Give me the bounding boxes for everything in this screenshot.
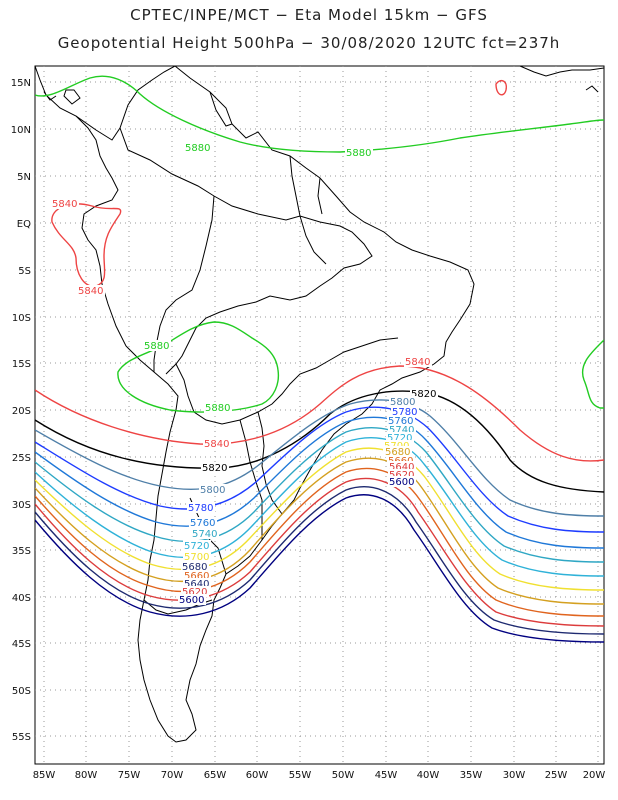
- lat-label: 5N: [17, 172, 31, 183]
- label-5840-ecuador-1: 5840: [52, 199, 77, 210]
- lon-label: 85W: [33, 770, 56, 781]
- lat-label: 10N: [11, 125, 31, 136]
- contour-5660: [35, 467, 604, 617]
- lon-label: 60W: [246, 770, 269, 781]
- label-5820-1: 5820: [202, 463, 227, 474]
- lon-label: 65W: [204, 770, 227, 781]
- map-frame: [34, 65, 605, 765]
- lon-label: 35W: [460, 770, 483, 781]
- lat-label: 10S: [12, 313, 31, 324]
- label-5880-north-2: 5880: [346, 148, 371, 159]
- lon-label: 40W: [417, 770, 440, 781]
- contour-5620: [35, 486, 604, 635]
- label-5840-ecuador-2: 5840: [78, 286, 103, 297]
- contour-5840: [35, 365, 604, 462]
- label-5800-upper: 5800: [200, 485, 225, 496]
- lat-label: 45S: [12, 639, 31, 650]
- label-5640: 5640: [184, 579, 209, 590]
- lon-label: 70W: [161, 770, 184, 781]
- label-5660: 5660: [184, 571, 209, 582]
- contour-5760: [35, 416, 604, 549]
- label-5640-2: 5640: [389, 462, 414, 473]
- label-5620-2: 5620: [389, 470, 414, 481]
- contour-5840-closed: [51, 79, 508, 287]
- label-5680: 5680: [182, 562, 207, 573]
- contour-5880: [35, 75, 604, 413]
- lat-label: 30S: [12, 500, 31, 511]
- label-5760-2: 5760: [388, 416, 413, 427]
- lat-label: 15N: [11, 78, 31, 89]
- label-5820-2: 5820: [411, 389, 436, 400]
- label-5800-upper-2: 5800: [390, 397, 415, 408]
- label-5740-2: 5740: [389, 425, 414, 436]
- lon-label: 50W: [332, 770, 355, 781]
- contour-5720: [35, 437, 604, 577]
- lon-label: 30W: [503, 770, 526, 781]
- label-5720: 5720: [184, 541, 209, 552]
- contour-lines: [35, 365, 604, 643]
- label-5840-trough-1: 5840: [204, 439, 229, 450]
- label-5600: 5600: [179, 595, 204, 606]
- label-5680-2: 5680: [385, 447, 410, 458]
- label-5720-2: 5720: [387, 433, 412, 444]
- contour-5680: [35, 457, 604, 605]
- contour-5820: [35, 390, 604, 493]
- lat-label: 5S: [18, 266, 31, 277]
- lon-label: 80W: [75, 770, 98, 781]
- lat-label: 55S: [12, 732, 31, 743]
- lon-label: 45W: [375, 770, 398, 781]
- contour-5800: [35, 399, 604, 517]
- label-5780: 5780: [188, 503, 213, 514]
- contour-5640: [35, 477, 604, 627]
- contour-5740: [35, 427, 604, 563]
- label-5880-bolivia-2: 5880: [205, 403, 230, 414]
- label-5700: 5700: [184, 552, 209, 563]
- label-5740: 5740: [192, 529, 217, 540]
- label-5600-2: 5600: [389, 477, 414, 488]
- map-title-line-2: Geopotential Height 500hPa − 30/08/2020 …: [57, 34, 561, 52]
- lat-label: 40S: [12, 593, 31, 604]
- label-5780-2: 5780: [392, 407, 417, 418]
- lat-label: 25S: [12, 453, 31, 464]
- map-title-line-1: CPTEC/INPE/MCT − Eta Model 15km − GFS: [130, 6, 488, 24]
- lon-label: 75W: [118, 770, 141, 781]
- contour-5600: [35, 494, 604, 643]
- lat-label: 20S: [12, 406, 31, 417]
- contour-5780: [35, 406, 604, 533]
- label-5760: 5760: [190, 518, 215, 529]
- label-5880-north-1: 5880: [185, 143, 210, 154]
- label-5620: 5620: [182, 587, 207, 598]
- lon-label: 55W: [289, 770, 312, 781]
- lat-label: 50S: [12, 686, 31, 697]
- contour-5700: [35, 447, 604, 591]
- lat-label: 15S: [12, 359, 31, 370]
- lat-label: EQ: [17, 219, 31, 230]
- label-5840-trough-2: 5840: [405, 357, 430, 368]
- lat-label: 35S: [12, 546, 31, 557]
- south-america-coastline: [35, 66, 604, 743]
- label-5880-bolivia-1: 5880: [144, 341, 169, 352]
- lon-label: 20W: [583, 770, 606, 781]
- lon-label: 25W: [545, 770, 568, 781]
